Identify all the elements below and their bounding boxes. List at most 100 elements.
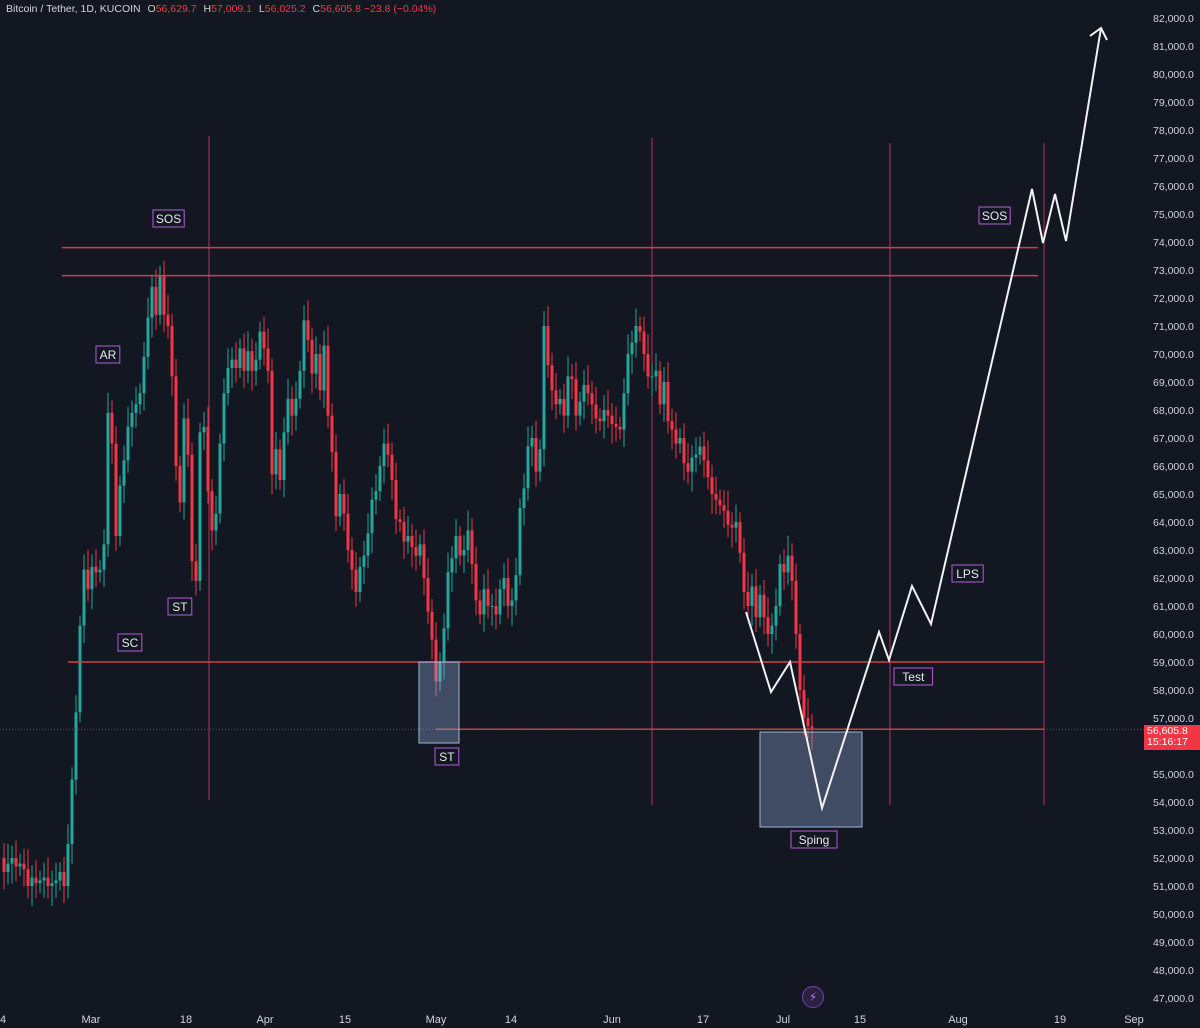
candle-body — [810, 726, 814, 730]
candle-body — [338, 494, 342, 517]
candle-body — [690, 457, 694, 472]
candle-body — [790, 555, 794, 581]
candle-body — [462, 550, 466, 556]
y-tick-label: 61,000.0 — [1153, 601, 1194, 613]
candle-body — [18, 863, 22, 867]
candle-body — [390, 454, 394, 480]
wyckoff-label: LPS — [951, 564, 984, 583]
candle-body — [270, 370, 274, 475]
candle-body — [310, 340, 314, 374]
lightning-bolt-icon[interactable]: ⚡ — [802, 986, 824, 1008]
candle-body — [158, 275, 162, 315]
y-tick-label: 73,000.0 — [1153, 265, 1194, 277]
y-tick-label: 54,000.0 — [1153, 797, 1194, 809]
y-tick-label: 55,000.0 — [1153, 769, 1194, 781]
candle-body — [766, 617, 770, 634]
candle-body — [362, 555, 366, 567]
wyckoff-label-text: SC — [122, 636, 139, 650]
y-tick-label: 63,000.0 — [1153, 545, 1194, 557]
candle-body — [66, 844, 70, 886]
candle-body — [14, 858, 18, 867]
candle-body — [326, 345, 330, 416]
candle-body — [546, 326, 550, 366]
candle-body — [722, 505, 726, 511]
candle-body — [346, 513, 350, 550]
candle-body — [718, 499, 722, 506]
candle-body — [702, 446, 706, 461]
candle-body — [222, 393, 226, 444]
candle-body — [434, 639, 438, 682]
current-price-tag: 56,605.8 15:16:17 — [1144, 725, 1200, 750]
wyckoff-label-text: LPS — [956, 567, 979, 581]
x-tick-label: May — [426, 1014, 447, 1026]
candle-body — [30, 877, 34, 886]
wyckoff-label-text: ST — [439, 750, 455, 764]
wyckoff-label: Sping — [790, 830, 838, 849]
time-axis: 4 Mar 18 Apr 15 May 14 Jun 17 Jul 15 Aug 19 Sep — [0, 1014, 1144, 1026]
candle-body — [274, 449, 278, 475]
low-value: 56,025.2 — [264, 3, 306, 15]
candle-body — [774, 606, 778, 626]
current-price: 56,605.8 — [1147, 725, 1188, 737]
wyckoff-labels: SOS AR ST SC ST Sping Test LPS SOS — [95, 206, 1011, 849]
x-tick-label: 4 — [0, 1014, 6, 1026]
x-tick-label: Apr — [256, 1014, 273, 1026]
candle-body — [298, 370, 302, 399]
candle-body — [782, 564, 786, 573]
candle-body — [530, 438, 534, 447]
y-tick-label: 80,000.0 — [1153, 69, 1194, 81]
candle-body — [454, 536, 458, 559]
candle-body — [10, 858, 14, 864]
candle-body — [218, 443, 222, 514]
candle-body — [6, 863, 10, 872]
candle-body — [198, 432, 202, 581]
candle-body — [122, 460, 126, 486]
candle-body — [598, 418, 602, 422]
candle-body — [90, 566, 94, 590]
candle-body — [278, 449, 282, 480]
candle-body — [734, 522, 738, 528]
candle-body — [246, 351, 250, 371]
candle-body — [118, 485, 122, 536]
x-tick-label: 15 — [854, 1014, 866, 1026]
candle-body — [538, 449, 542, 472]
candle-body — [566, 376, 570, 416]
candle-body — [590, 393, 594, 405]
candle-body — [698, 446, 702, 455]
candle-body — [586, 384, 590, 394]
candle-body — [110, 412, 114, 444]
candle-body — [422, 544, 426, 578]
wyckoff-label-box — [790, 830, 838, 849]
candle-body — [22, 863, 26, 870]
candle-body — [806, 718, 810, 727]
wyckoff-label-box — [978, 206, 1011, 225]
candle-body — [106, 412, 110, 545]
y-tick-label: 75,000.0 — [1153, 209, 1194, 221]
y-tick-label: 60,000.0 — [1153, 629, 1194, 641]
wyckoff-label-box — [167, 597, 193, 616]
wyckoff-label-text: AR — [100, 348, 117, 362]
chart-header: Bitcoin / Tether, 1D, KUCOIN O56,629.7 H… — [6, 3, 436, 15]
candle-body — [282, 432, 286, 480]
candle-body — [70, 779, 74, 844]
candle-body — [82, 569, 86, 626]
symbol-title: Bitcoin / Tether, 1D, KUCOIN — [6, 3, 141, 15]
candles — [2, 260, 814, 906]
candle-body — [634, 326, 638, 343]
y-tick-label: 58,000.0 — [1153, 685, 1194, 697]
candle-body — [762, 594, 766, 618]
candle-body — [266, 348, 270, 371]
candle-body — [470, 530, 474, 564]
wyckoff-label-box — [117, 633, 143, 652]
candle-body — [382, 443, 386, 466]
wyckoff-label-box — [893, 667, 934, 686]
candle-body — [534, 438, 538, 472]
candle-body — [150, 286, 154, 318]
candle-body — [98, 569, 102, 573]
candle-body — [606, 410, 610, 416]
wyckoff-label-text: SOS — [982, 209, 1007, 223]
candle-body — [646, 354, 650, 377]
candle-body — [230, 359, 234, 368]
candle-body — [570, 376, 574, 380]
